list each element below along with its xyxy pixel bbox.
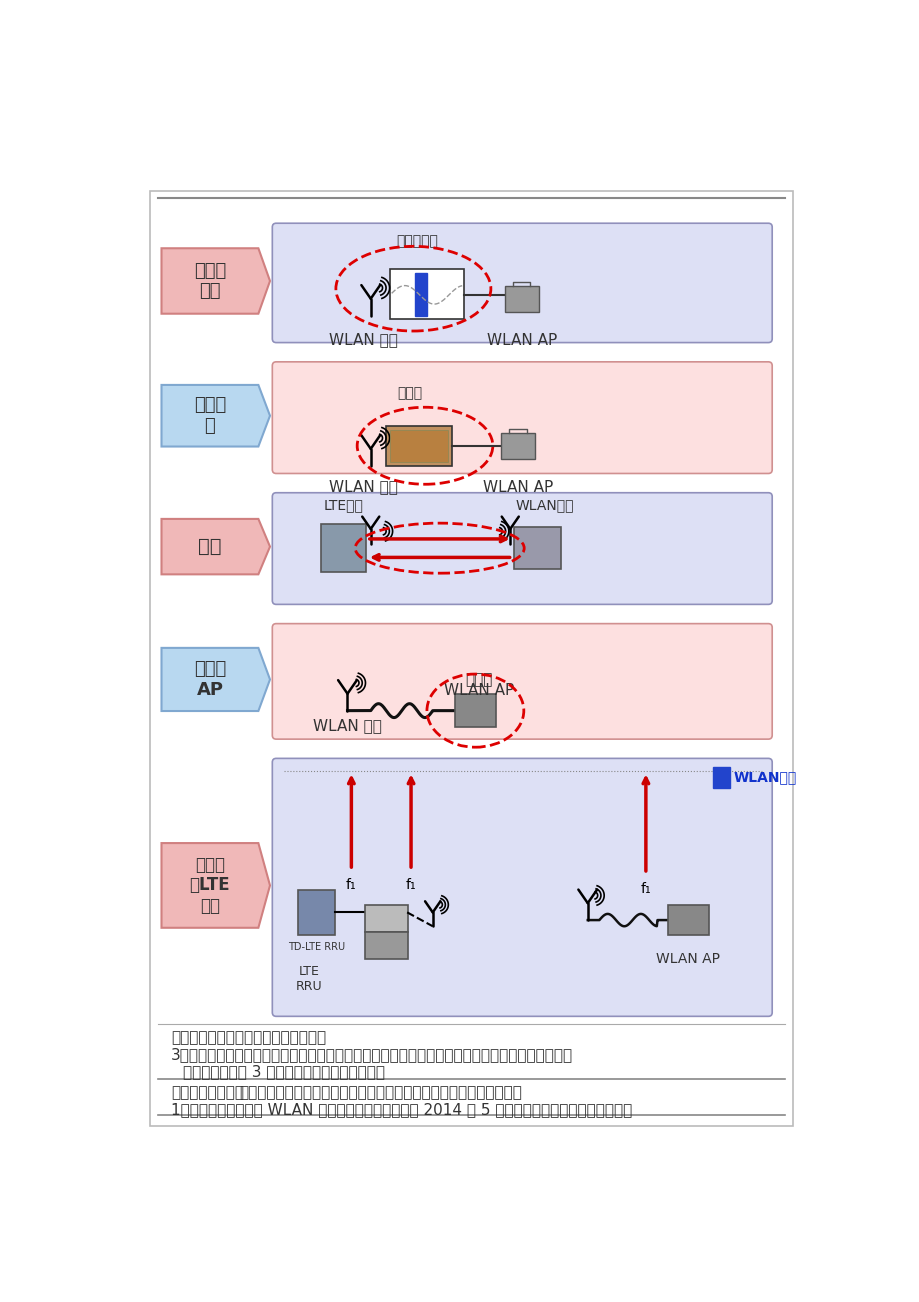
Text: 改造: 改造: [198, 538, 221, 556]
FancyBboxPatch shape: [272, 492, 771, 604]
Polygon shape: [162, 385, 269, 447]
Text: f₁: f₁: [640, 881, 651, 896]
FancyBboxPatch shape: [272, 362, 771, 474]
Text: LTE
RRU: LTE RRU: [295, 965, 322, 992]
Bar: [455, 694, 495, 727]
Text: 带通滤
波器: 带通滤 波器: [194, 262, 226, 301]
Text: WLAN AP: WLAN AP: [444, 684, 514, 698]
Text: WLAN AP: WLAN AP: [486, 332, 556, 348]
Text: TD-LTE RRU: TD-LTE RRU: [288, 941, 345, 952]
Text: 波器安装方式的 3 种常用错误方式及安装建议。: 波器安装方式的 3 种常用错误方式及安装建议。: [183, 1064, 385, 1079]
FancyBboxPatch shape: [272, 758, 771, 1017]
Text: f₁: f₁: [405, 878, 416, 892]
Text: WLAN 天线: WLAN 天线: [328, 479, 397, 495]
Polygon shape: [162, 519, 269, 574]
Text: 3、参照《中国移动无源器件技术规范》给出了滤波器的建议指标；总结了武汉分公司试点过程中滤: 3、参照《中国移动无源器件技术规范》给出了滤波器的建议指标；总结了武汉分公司试点…: [171, 1047, 573, 1062]
Bar: [514, 527, 560, 569]
FancyBboxPatch shape: [150, 191, 792, 1126]
Text: 抗阻塞
AP: 抗阻塞 AP: [194, 660, 226, 699]
Text: WLAN信号: WLAN信号: [732, 771, 796, 785]
Text: WLAN设备: WLAN设备: [516, 499, 573, 512]
Text: WLAN AP: WLAN AP: [482, 479, 552, 495]
Text: 带通滤波器: 带通滤波器: [396, 234, 437, 247]
Polygon shape: [162, 648, 269, 711]
Text: 抗阻塞: 抗阻塞: [465, 673, 493, 687]
Text: WLAN 天线: WLAN 天线: [328, 332, 397, 348]
Bar: [390, 430, 448, 462]
Text: WLAN 天线: WLAN 天线: [312, 717, 381, 733]
Text: 1、本优化方案改善了 WLAN 网络性能。武汉分公司于 2014 年 5 月份在投诉点长江职业学院成功完: 1、本优化方案改善了 WLAN 网络性能。武汉分公司于 2014 年 5 月份在…: [171, 1103, 631, 1117]
Bar: [365, 932, 407, 960]
FancyBboxPatch shape: [272, 223, 771, 342]
Text: 描述成果引入后在本省试运行方案、取得的效果、推广价值和建议等。: 描述成果引入后在本省试运行方案、取得的效果、推广价值和建议等。: [239, 1086, 521, 1100]
Bar: [298, 891, 335, 935]
Text: 以上五种解决方法的效果如下图所示：: 以上五种解决方法的效果如下图所示：: [171, 1030, 325, 1046]
Bar: [390, 270, 463, 319]
Bar: [501, 432, 535, 458]
Polygon shape: [162, 844, 269, 928]
Bar: [414, 273, 426, 315]
Polygon shape: [162, 249, 269, 314]
Bar: [712, 767, 730, 789]
Text: f₁: f₁: [346, 878, 357, 892]
Text: 合路方
式: 合路方 式: [194, 396, 226, 435]
Text: LTE设备: LTE设备: [323, 499, 363, 512]
Text: 调整室
分LTE
频段: 调整室 分LTE 频段: [189, 855, 230, 915]
Bar: [667, 905, 708, 935]
Bar: [505, 285, 539, 311]
Text: 省内试运行效果：: 省内试运行效果：: [171, 1086, 244, 1100]
FancyBboxPatch shape: [272, 624, 771, 740]
Bar: [321, 525, 366, 572]
Text: WLAN AP: WLAN AP: [656, 953, 720, 966]
Bar: [365, 905, 407, 932]
Bar: [386, 426, 451, 466]
Text: 合路器: 合路器: [396, 387, 422, 400]
